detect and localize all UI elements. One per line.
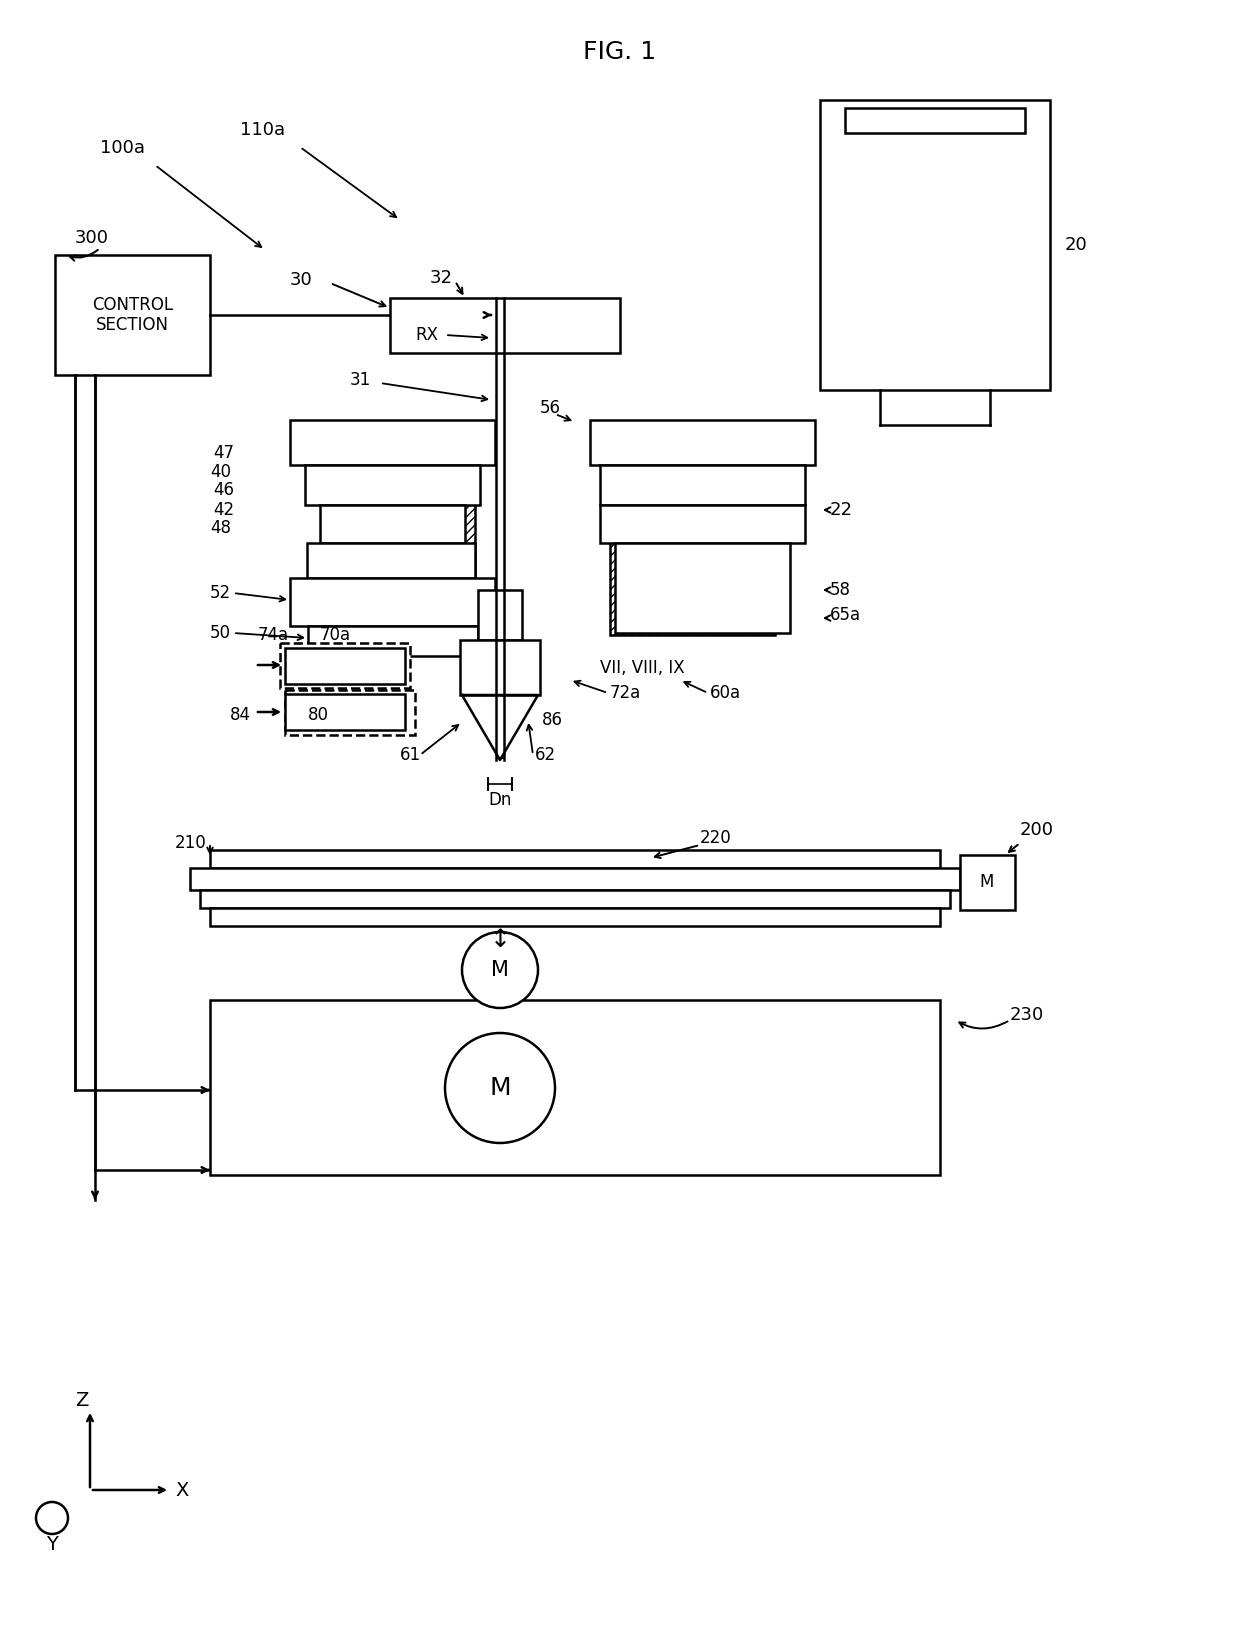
Polygon shape — [463, 696, 538, 760]
Text: 22: 22 — [830, 501, 853, 519]
Text: 84: 84 — [229, 706, 250, 724]
Circle shape — [463, 932, 538, 1008]
Text: RX: RX — [415, 327, 438, 345]
Bar — [615, 543, 790, 633]
Bar — [460, 640, 539, 696]
Bar — [480, 592, 520, 638]
Text: 86: 86 — [542, 711, 563, 729]
Bar — [190, 868, 960, 889]
Bar — [210, 850, 940, 868]
Bar — [391, 299, 620, 353]
Text: 74a: 74a — [258, 625, 289, 643]
Bar — [308, 543, 475, 578]
Bar — [55, 254, 210, 376]
Bar — [285, 694, 405, 730]
Bar — [820, 100, 1050, 391]
Bar — [610, 435, 775, 635]
Text: 70a: 70a — [320, 625, 351, 643]
Text: 50: 50 — [210, 624, 231, 642]
Text: X: X — [175, 1480, 188, 1500]
Bar — [477, 591, 522, 640]
Bar — [305, 464, 480, 505]
Bar — [600, 464, 805, 505]
Text: 220: 220 — [701, 829, 732, 847]
Bar — [280, 643, 410, 688]
Bar — [320, 505, 465, 543]
Bar — [590, 420, 815, 464]
Text: 72a: 72a — [610, 684, 641, 702]
Text: 40: 40 — [210, 463, 231, 481]
Text: Dn: Dn — [489, 791, 512, 809]
Circle shape — [36, 1502, 68, 1534]
Bar — [285, 648, 405, 684]
Text: 300: 300 — [74, 230, 109, 248]
Text: 110a: 110a — [241, 121, 285, 139]
Text: Z: Z — [76, 1390, 89, 1410]
Text: 56: 56 — [539, 399, 560, 417]
Text: 42: 42 — [213, 501, 234, 519]
Bar — [308, 625, 477, 656]
Text: 52: 52 — [210, 584, 231, 602]
Text: 32: 32 — [430, 269, 453, 287]
Text: 65a: 65a — [830, 606, 861, 624]
Text: 30: 30 — [290, 271, 312, 289]
Text: 80: 80 — [308, 706, 329, 724]
Text: 47: 47 — [213, 445, 234, 463]
Bar — [960, 855, 1016, 911]
Text: 46: 46 — [213, 481, 234, 499]
Bar — [285, 689, 415, 735]
Text: ↕: ↕ — [490, 929, 511, 952]
Bar — [290, 420, 495, 464]
Bar — [210, 907, 940, 926]
Bar — [600, 505, 805, 543]
Bar — [350, 435, 475, 635]
Text: Y: Y — [46, 1536, 58, 1554]
Bar — [290, 578, 495, 625]
Text: 100a: 100a — [100, 139, 145, 158]
Text: 210: 210 — [175, 834, 207, 852]
Bar — [200, 889, 950, 907]
Text: 58: 58 — [830, 581, 851, 599]
Text: CONTROL
SECTION: CONTROL SECTION — [92, 295, 174, 335]
Text: FIG. 1: FIG. 1 — [584, 39, 656, 64]
Text: 31: 31 — [350, 371, 371, 389]
Text: 230: 230 — [1011, 1006, 1044, 1024]
Text: 61: 61 — [401, 747, 422, 765]
Text: 62: 62 — [534, 747, 556, 765]
Text: 60a: 60a — [711, 684, 742, 702]
Circle shape — [445, 1032, 556, 1144]
Bar — [210, 999, 940, 1175]
Text: M: M — [490, 1076, 511, 1099]
Text: M: M — [491, 960, 508, 980]
Bar — [310, 578, 475, 625]
Text: M: M — [980, 873, 994, 891]
Text: VII, VIII, IX: VII, VIII, IX — [600, 660, 684, 678]
Text: 200: 200 — [1021, 820, 1054, 839]
Bar — [844, 108, 1025, 133]
Text: 48: 48 — [210, 519, 231, 537]
Bar — [463, 642, 538, 693]
Text: 20: 20 — [1065, 236, 1087, 254]
